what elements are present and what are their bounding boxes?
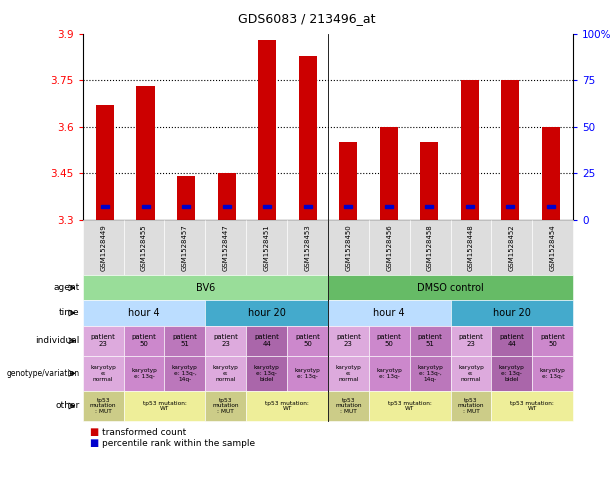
Text: patient
51: patient 51 bbox=[417, 334, 443, 347]
Text: individual: individual bbox=[36, 336, 80, 345]
Text: GSM1528457: GSM1528457 bbox=[182, 224, 188, 271]
Text: patient
23: patient 23 bbox=[213, 334, 238, 347]
Bar bbox=[547, 205, 555, 208]
Text: tp53 mutation:
WT: tp53 mutation: WT bbox=[265, 400, 309, 412]
Bar bbox=[466, 205, 474, 208]
Text: GSM1528451: GSM1528451 bbox=[264, 224, 270, 271]
Bar bbox=[501, 80, 519, 220]
Text: GSM1528449: GSM1528449 bbox=[100, 224, 106, 271]
Bar bbox=[542, 127, 560, 220]
Bar bbox=[142, 205, 150, 208]
Text: hour 4: hour 4 bbox=[128, 308, 160, 318]
Text: karyotyp
e: 13q-
bidel: karyotyp e: 13q- bidel bbox=[499, 365, 525, 382]
Bar bbox=[303, 205, 312, 208]
Text: hour 20: hour 20 bbox=[493, 308, 531, 318]
Bar bbox=[263, 205, 271, 208]
Text: karyotyp
e: 13q-: karyotyp e: 13q- bbox=[540, 368, 566, 379]
Text: karyotyp
e:
normal: karyotyp e: normal bbox=[213, 365, 238, 382]
Bar bbox=[344, 205, 352, 208]
Text: GSM1528455: GSM1528455 bbox=[141, 224, 147, 271]
Text: patient
50: patient 50 bbox=[377, 334, 402, 347]
Bar bbox=[385, 205, 393, 208]
Bar bbox=[101, 205, 109, 208]
Text: tp53
mutation
: MUT: tp53 mutation : MUT bbox=[213, 398, 239, 414]
Text: karyotyp
e: 13q-: karyotyp e: 13q- bbox=[376, 368, 402, 379]
Text: ■: ■ bbox=[89, 439, 98, 448]
Bar bbox=[461, 80, 479, 220]
Text: patient
51: patient 51 bbox=[172, 334, 197, 347]
Text: ■: ■ bbox=[89, 427, 98, 437]
Text: patient
50: patient 50 bbox=[132, 334, 156, 347]
Bar bbox=[379, 127, 398, 220]
Bar bbox=[339, 142, 357, 220]
Text: karyotyp
e:
normal: karyotyp e: normal bbox=[458, 365, 484, 382]
Text: GSM1528453: GSM1528453 bbox=[305, 224, 311, 271]
Text: percentile rank within the sample: percentile rank within the sample bbox=[102, 439, 256, 448]
Text: GSM1528456: GSM1528456 bbox=[386, 224, 392, 271]
Text: GSM1528448: GSM1528448 bbox=[468, 224, 474, 271]
Text: patient
44: patient 44 bbox=[254, 334, 279, 347]
Text: karyotyp
e: 13q-,
14q-: karyotyp e: 13q-, 14q- bbox=[417, 365, 443, 382]
Text: GSM1528454: GSM1528454 bbox=[550, 224, 556, 271]
Text: karyotyp
e:
normal: karyotyp e: normal bbox=[335, 365, 361, 382]
Text: patient
23: patient 23 bbox=[336, 334, 361, 347]
Bar bbox=[223, 205, 230, 208]
Text: tp53 mutation:
WT: tp53 mutation: WT bbox=[511, 400, 554, 412]
Text: agent: agent bbox=[53, 284, 80, 292]
Text: karyotyp
e: 13q-,
14q-: karyotyp e: 13q-, 14q- bbox=[172, 365, 198, 382]
Text: time: time bbox=[59, 309, 80, 317]
Text: tp53
mutation
: MUT: tp53 mutation : MUT bbox=[335, 398, 362, 414]
Text: patient
44: patient 44 bbox=[500, 334, 524, 347]
Text: genotype/variation: genotype/variation bbox=[7, 369, 80, 378]
Text: tp53 mutation:
WT: tp53 mutation: WT bbox=[388, 400, 432, 412]
Text: GSM1528447: GSM1528447 bbox=[223, 224, 229, 271]
Bar bbox=[299, 56, 317, 220]
Text: karyotyp
e:
normal: karyotyp e: normal bbox=[90, 365, 116, 382]
Bar bbox=[96, 105, 114, 220]
Text: karyotyp
e: 13q-
bidel: karyotyp e: 13q- bidel bbox=[254, 365, 280, 382]
Text: GSM1528452: GSM1528452 bbox=[509, 224, 515, 271]
Bar bbox=[425, 205, 433, 208]
Text: tp53
mutation
: MUT: tp53 mutation : MUT bbox=[458, 398, 484, 414]
Text: tp53 mutation:
WT: tp53 mutation: WT bbox=[143, 400, 186, 412]
Text: DMSO control: DMSO control bbox=[417, 283, 484, 293]
Text: karyotyp
e: 13q-: karyotyp e: 13q- bbox=[295, 368, 321, 379]
Text: BV6: BV6 bbox=[196, 283, 215, 293]
Bar bbox=[218, 173, 236, 220]
Text: patient
50: patient 50 bbox=[540, 334, 565, 347]
Bar bbox=[420, 142, 438, 220]
Text: hour 20: hour 20 bbox=[248, 308, 286, 318]
Text: GSM1528458: GSM1528458 bbox=[427, 224, 433, 271]
Bar bbox=[177, 176, 195, 220]
Text: transformed count: transformed count bbox=[102, 428, 186, 437]
Bar bbox=[137, 86, 154, 220]
Bar bbox=[506, 205, 514, 208]
Bar bbox=[182, 205, 190, 208]
Text: GDS6083 / 213496_at: GDS6083 / 213496_at bbox=[238, 12, 375, 25]
Text: karyotyp
e: 13q-: karyotyp e: 13q- bbox=[131, 368, 157, 379]
Text: patient
23: patient 23 bbox=[459, 334, 484, 347]
Text: patient
23: patient 23 bbox=[91, 334, 116, 347]
Bar bbox=[258, 40, 276, 220]
Text: other: other bbox=[55, 401, 80, 411]
Text: tp53
mutation
: MUT: tp53 mutation : MUT bbox=[90, 398, 116, 414]
Text: hour 4: hour 4 bbox=[373, 308, 405, 318]
Text: GSM1528450: GSM1528450 bbox=[345, 224, 351, 271]
Text: patient
50: patient 50 bbox=[295, 334, 320, 347]
